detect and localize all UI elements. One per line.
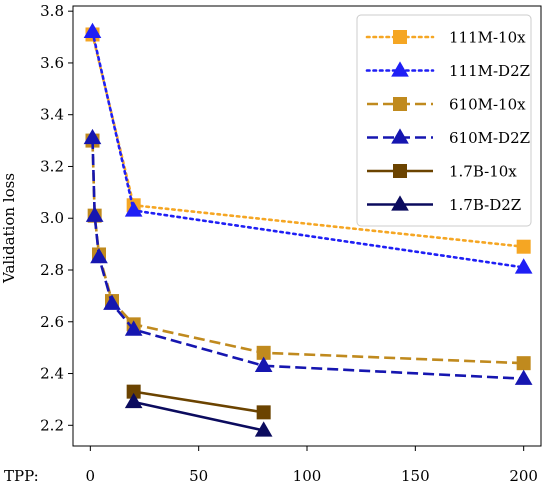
data-point — [514, 369, 533, 385]
x-tick-label: 200 — [509, 467, 538, 485]
legend-label: 111M-D2Z — [449, 62, 530, 80]
x-tick-label: 100 — [293, 467, 322, 485]
legend-marker — [393, 97, 407, 111]
data-point — [85, 206, 104, 222]
legend-label: 610M-D2Z — [449, 129, 530, 147]
legend-entry: 111M-10x — [365, 29, 526, 47]
data-point — [83, 128, 102, 145]
legend-entry: 111M-D2Z — [365, 61, 530, 80]
legend-box — [356, 14, 532, 227]
data-point — [516, 356, 531, 371]
y-tick-label: 3.8 — [40, 2, 64, 20]
series-line — [133, 400, 264, 432]
series-111M-D2Z — [83, 22, 533, 274]
legend-marker — [391, 128, 409, 144]
data-point — [90, 247, 108, 264]
x-tick-label: 150 — [401, 467, 430, 485]
series-1.7B-10x — [126, 384, 271, 420]
legend-label: 1.7B-D2Z — [449, 196, 521, 214]
y-tick-label: 3.0 — [40, 209, 64, 227]
series-layer — [83, 22, 533, 437]
y-tick-label: 3.2 — [40, 157, 64, 175]
data-point — [124, 392, 143, 409]
x-tick-label: 50 — [189, 467, 208, 485]
y-tick-label: 2.4 — [40, 365, 64, 383]
series-line — [133, 390, 264, 414]
data-point — [124, 201, 143, 217]
legend-marker — [391, 195, 409, 211]
data-point — [256, 345, 271, 360]
series-1.7B-D2Z — [124, 392, 273, 437]
data-point — [103, 294, 121, 310]
y-tick-label: 2.2 — [40, 416, 64, 434]
y-tick-label: 2.8 — [40, 261, 64, 279]
legend-label: 111M-10x — [449, 29, 526, 47]
legend-marker — [393, 164, 407, 178]
y-tick-label: 3.6 — [40, 54, 64, 72]
data-point — [256, 405, 271, 420]
y-axis-label: Validation loss — [0, 173, 18, 284]
data-point — [514, 258, 533, 274]
axis-ticks: 2.2 2.4 2.6 2.8 3.0 3.2 3.4 3.6 3.8 0 50 100 150 200 — [40, 2, 538, 485]
data-point — [126, 384, 141, 399]
data-point — [516, 239, 531, 254]
y-tick-label: 2.6 — [40, 313, 64, 331]
legend-entry: 1.7B-10x — [367, 163, 517, 181]
x-tick-label: 0 — [86, 467, 96, 485]
legend-label: 610M-10x — [449, 96, 526, 114]
legend-label: 1.7B-10x — [449, 163, 517, 181]
legend-entry: 610M-10x — [367, 96, 526, 114]
x-axis-prefix-label: TPP: — [4, 467, 39, 485]
legend: 111M-10x 111M-D2Z 610M-10x 610M-D2Z 1.7B-10x… — [356, 14, 532, 227]
data-point — [254, 356, 273, 372]
legend-marker — [391, 61, 409, 77]
series-610M-D2Z — [83, 128, 533, 385]
y-tick-label: 3.4 — [40, 106, 64, 124]
data-point — [124, 320, 143, 336]
data-point — [83, 22, 102, 39]
legend-entry: 1.7B-D2Z — [367, 195, 521, 214]
data-point — [254, 421, 273, 437]
plot-frame — [72, 5, 542, 447]
legend-entry: 610M-D2Z — [367, 128, 530, 147]
legend-marker — [393, 30, 407, 44]
